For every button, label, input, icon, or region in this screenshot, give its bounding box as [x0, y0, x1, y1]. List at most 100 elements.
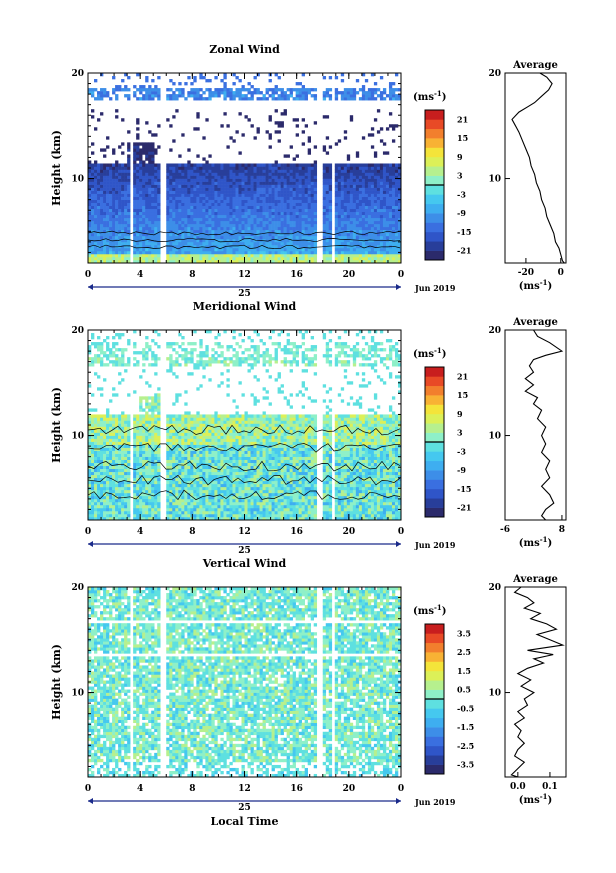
heatmap-cell — [250, 259, 254, 264]
heatmap-cell — [241, 226, 245, 231]
heatmap-cell — [274, 130, 278, 134]
heatmap-cell — [271, 97, 275, 101]
heatmap-cell — [289, 181, 293, 185]
heatmap-cell — [274, 91, 278, 95]
heatmap-cell — [103, 471, 107, 476]
heatmap-cell — [88, 495, 92, 500]
heatmap-cell — [148, 88, 152, 92]
heatmap-cell — [154, 354, 158, 358]
heatmap-cell — [127, 357, 131, 361]
heatmap-cell — [154, 432, 158, 436]
heatmap-cell — [304, 166, 308, 170]
heatmap-cell — [286, 217, 290, 222]
heatmap-cell — [394, 124, 399, 128]
heatmap-cell — [145, 414, 149, 418]
heatmap-cell — [145, 342, 149, 346]
heatmap-cell — [175, 175, 179, 179]
heatmap-cell — [229, 190, 233, 194]
heatmap-cell — [112, 250, 116, 255]
heatmap-cell — [280, 187, 284, 191]
heatmap-cell — [337, 244, 342, 249]
heatmap-cell — [106, 229, 110, 234]
heatmap-cell — [118, 241, 122, 246]
heatmap-cell — [322, 229, 327, 234]
heatmap-cell — [157, 459, 161, 463]
heatmap-cell — [145, 142, 149, 146]
heatmap-cell — [157, 94, 161, 98]
heatmap-cell — [373, 223, 378, 228]
heatmap-cell — [136, 193, 140, 197]
heatmap-cell — [364, 235, 369, 240]
heatmap-cell — [88, 441, 92, 445]
heatmap-cell — [190, 244, 194, 249]
heatmap-cell — [109, 438, 113, 442]
heatmap-cell — [220, 175, 224, 179]
heatmap-cell — [370, 145, 375, 149]
heatmap-cell — [349, 88, 354, 92]
heatmap-cell — [133, 232, 137, 237]
heatmap-cell — [322, 175, 327, 179]
heatmap-cell — [127, 513, 131, 518]
heatmap-cell — [367, 178, 372, 182]
heatmap-cell — [229, 184, 233, 188]
heatmap-cell — [139, 444, 143, 448]
heatmap-cell — [298, 88, 302, 92]
heatmap-cell — [115, 429, 119, 433]
heatmap-cell — [340, 163, 345, 167]
heatmap-cell — [364, 232, 369, 237]
heatmap-cell — [148, 256, 152, 261]
heatmap-cell — [217, 208, 221, 213]
heatmap-cell — [154, 214, 158, 219]
heatmap-cell — [94, 441, 98, 445]
heatmap-cell — [115, 360, 119, 364]
heatmap-cell — [169, 229, 173, 234]
heatmap-cell — [187, 256, 191, 261]
heatmap-cell — [349, 196, 354, 200]
heatmap-cell — [199, 232, 203, 237]
heatmap-cell — [241, 202, 245, 206]
heatmap-cell — [91, 333, 95, 337]
heatmap-cell — [364, 190, 369, 194]
heatmap-cell — [340, 241, 345, 246]
heatmap-cell — [256, 91, 260, 95]
heatmap-cell — [136, 492, 140, 497]
heatmap-cell — [205, 97, 209, 101]
heatmap-cell — [274, 202, 278, 206]
heatmap-cell — [127, 217, 131, 222]
heatmap-cell — [340, 214, 345, 219]
heatmap-cell — [250, 163, 254, 167]
heatmap-cell — [139, 259, 143, 264]
heatmap-cell — [91, 462, 95, 467]
heatmap-cell — [253, 241, 257, 246]
heatmap-cell — [142, 148, 146, 152]
heatmap-cell — [340, 259, 345, 264]
heatmap-cell — [154, 184, 158, 188]
heatmap-cell — [145, 79, 149, 83]
heatmap-cell — [394, 184, 399, 188]
heatmap-cell — [121, 351, 125, 355]
heatmap-cell — [238, 259, 242, 264]
heatmap-cell — [94, 420, 98, 424]
heatmap-cell — [304, 229, 308, 234]
heatmap-cell — [307, 211, 312, 216]
heatmap-cell — [112, 465, 116, 470]
heatmap-cell — [91, 513, 95, 518]
heatmap-cell — [322, 172, 327, 176]
heatmap-cell — [283, 181, 287, 185]
heatmap-cell — [370, 202, 375, 206]
heatmap-cell — [334, 220, 339, 225]
heatmap-cell — [250, 172, 254, 176]
heatmap-cell — [112, 504, 116, 509]
heatmap-cell — [106, 474, 110, 479]
heatmap-cell — [115, 393, 119, 397]
heatmap-cell — [268, 199, 272, 203]
heatmap-cell — [121, 417, 125, 421]
heatmap-cell — [106, 172, 110, 176]
heatmap-cell — [241, 175, 245, 179]
heatmap-cell — [232, 214, 236, 219]
heatmap-cell — [262, 187, 266, 191]
heatmap-cell — [139, 88, 143, 92]
heatmap-cell — [262, 214, 266, 219]
heatmap-cell — [346, 193, 351, 197]
heatmap-cell — [187, 235, 191, 240]
